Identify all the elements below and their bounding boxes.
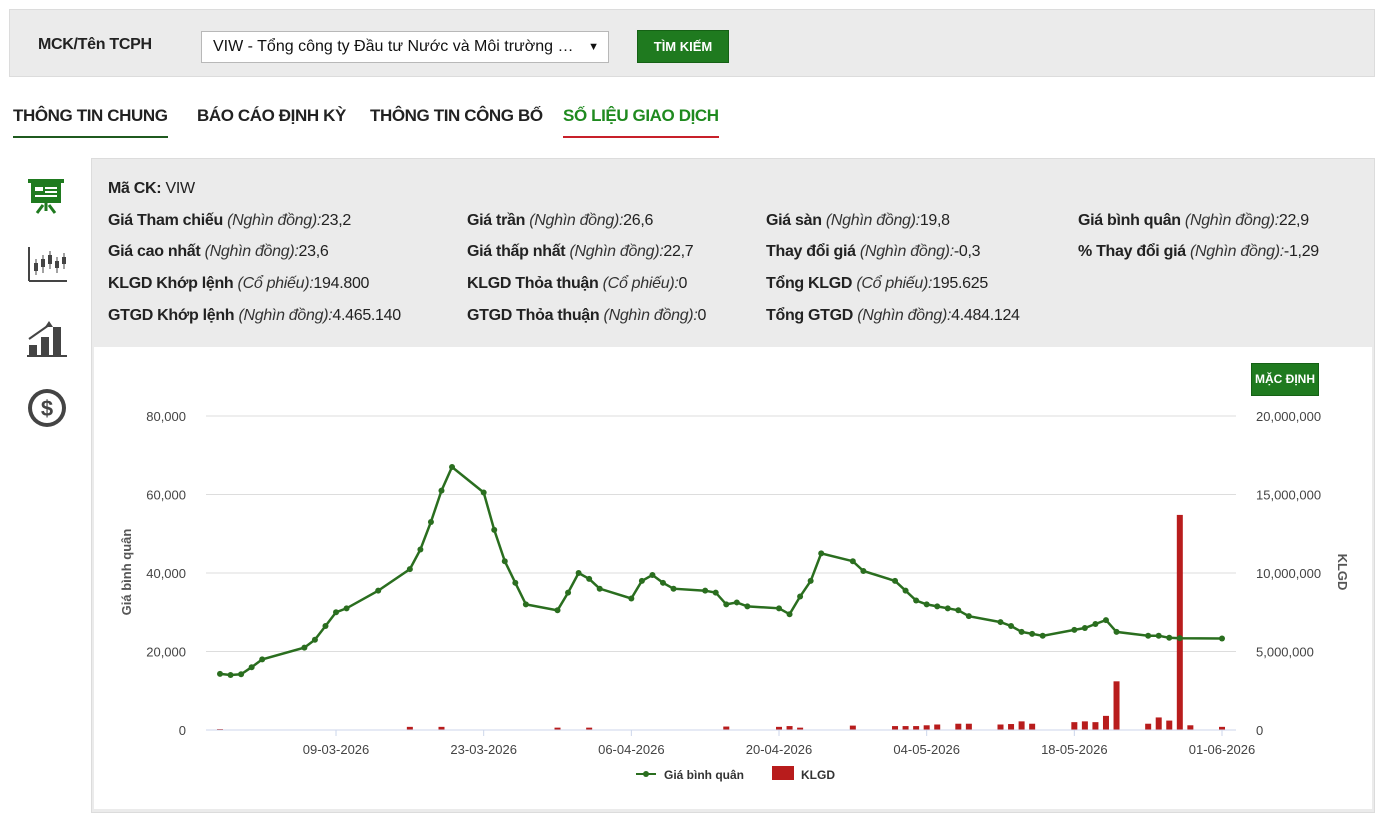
search-button[interactable]: TÌM KIẾM [637,30,729,63]
info-label: Giá cao nhất [108,243,201,260]
info-item: Giá bình quân (Nghìn đồng):22,9 [1078,212,1309,230]
tab-periodic-reports[interactable]: BÁO CÁO ĐỊNH KỲ [197,106,346,125]
info-item: GTGD Thỏa thuận (Nghìn đồng):0 [467,307,706,325]
info-unit: (Nghìn đồng): [857,307,952,324]
info-label: Giá sàn [766,212,822,229]
info-unit: (Nghìn đồng): [1189,243,1284,260]
info-label: KLGD Khớp lệnh [108,275,234,292]
info-label: GTGD Khớp lệnh [108,307,235,324]
info-value: 4.465.140 [332,307,401,324]
ticker-info: Mã CK: VIW [108,180,195,198]
info-unit: (Nghìn đồng): [825,212,920,229]
info-unit: (Cổ phiếu): [237,275,314,292]
presentation-icon[interactable] [25,175,69,219]
info-item: Giá cao nhất (Nghìn đồng):23,6 [108,243,329,261]
info-value: 194.800 [313,275,370,292]
info-value: 23,6 [298,243,329,260]
info-item: Tổng KLGD (Cổ phiếu):195.625 [766,275,988,293]
info-item: Thay đổi giá (Nghìn đồng):-0,3 [766,243,981,261]
info-unit: (Nghìn đồng): [1184,212,1279,229]
svg-text:$: $ [41,396,53,421]
info-value: 22,9 [1278,212,1309,229]
ticker-label: Mã CK: [108,180,162,197]
info-item: GTGD Khớp lệnh (Nghìn đồng):4.465.140 [108,307,401,325]
info-item: Giá Tham chiếu (Nghìn đồng):23,2 [108,212,351,230]
info-item: Giá thấp nhất (Nghìn đồng):22,7 [467,243,694,261]
info-unit: (Nghìn đồng): [603,307,698,324]
info-label: Giá thấp nhất [467,243,566,260]
info-label: Giá trần [467,212,526,229]
info-value: 19,8 [919,212,950,229]
info-unit: (Nghìn đồng): [569,243,664,260]
info-value: -0,3 [953,243,981,260]
company-select[interactable]: VIW - Tổng công ty Đầu tư Nước và Môi tr… [201,31,609,63]
info-item: Tổng GTGD (Nghìn đồng):4.484.124 [766,307,1020,325]
info-unit: (Nghìn đồng): [204,243,299,260]
info-unit: (Nghìn đồng): [859,243,954,260]
info-unit: (Nghìn đồng): [238,307,333,324]
candlestick-icon[interactable] [25,243,69,287]
dollar-coin-icon[interactable]: $ [25,386,69,430]
info-unit: (Nghìn đồng): [227,212,322,229]
info-label: KLGD Thỏa thuận [467,275,599,292]
tab-bar: THÔNG TIN CHUNG BÁO CÁO ĐỊNH KỲ THÔNG TI… [0,100,1393,140]
info-item: KLGD Khớp lệnh (Cổ phiếu):194.800 [108,275,369,293]
company-select-value: VIW - Tổng công ty Đầu tư Nước và Môi tr… [213,38,581,55]
info-label: Tổng KLGD [766,275,853,292]
default-view-button[interactable]: MẶC ĐỊNH [1251,363,1319,396]
search-bar: MCK/Tên TCPH VIW - Tổng công ty Đầu tư N… [9,9,1375,77]
info-label: Tổng GTGD [766,307,854,324]
tab-general-info[interactable]: THÔNG TIN CHUNG [13,106,168,138]
search-label: MCK/Tên TCPH [38,36,152,53]
info-value: 0 [678,275,688,292]
info-label: GTGD Thỏa thuận [467,307,600,324]
info-unit: (Cổ phiếu): [602,275,679,292]
info-unit: (Nghìn đồng): [529,212,624,229]
info-item: Giá sàn (Nghìn đồng):19,8 [766,212,950,230]
info-value: 4.484.124 [951,307,1020,324]
info-label: Giá bình quân [1078,212,1181,229]
tab-disclosures[interactable]: THÔNG TIN CÔNG BỐ [370,106,543,125]
info-unit: (Cổ phiếu): [856,275,933,292]
info-value: 22,7 [663,243,694,260]
info-item: Giá trần (Nghìn đồng):26,6 [467,212,653,230]
info-value: 195.625 [932,275,988,292]
tab-trading-data[interactable]: SỐ LIỆU GIAO DỊCH [563,106,719,138]
bar-growth-icon[interactable] [25,317,69,361]
dropdown-arrow-icon: ▼ [588,41,599,53]
info-value: -1,29 [1283,243,1319,260]
info-value: 26,6 [623,212,654,229]
info-label: Thay đổi giá [766,243,856,260]
info-value: 23,2 [321,212,351,229]
info-label: % Thay đổi giá [1078,243,1186,260]
ticker-value: VIW [165,180,195,197]
info-item: KLGD Thỏa thuận (Cổ phiếu):0 [467,275,687,293]
info-value: 0 [697,307,707,324]
info-label: Giá Tham chiếu [108,212,223,229]
chart-area [94,347,1372,809]
info-item: % Thay đổi giá (Nghìn đồng):-1,29 [1078,243,1319,261]
